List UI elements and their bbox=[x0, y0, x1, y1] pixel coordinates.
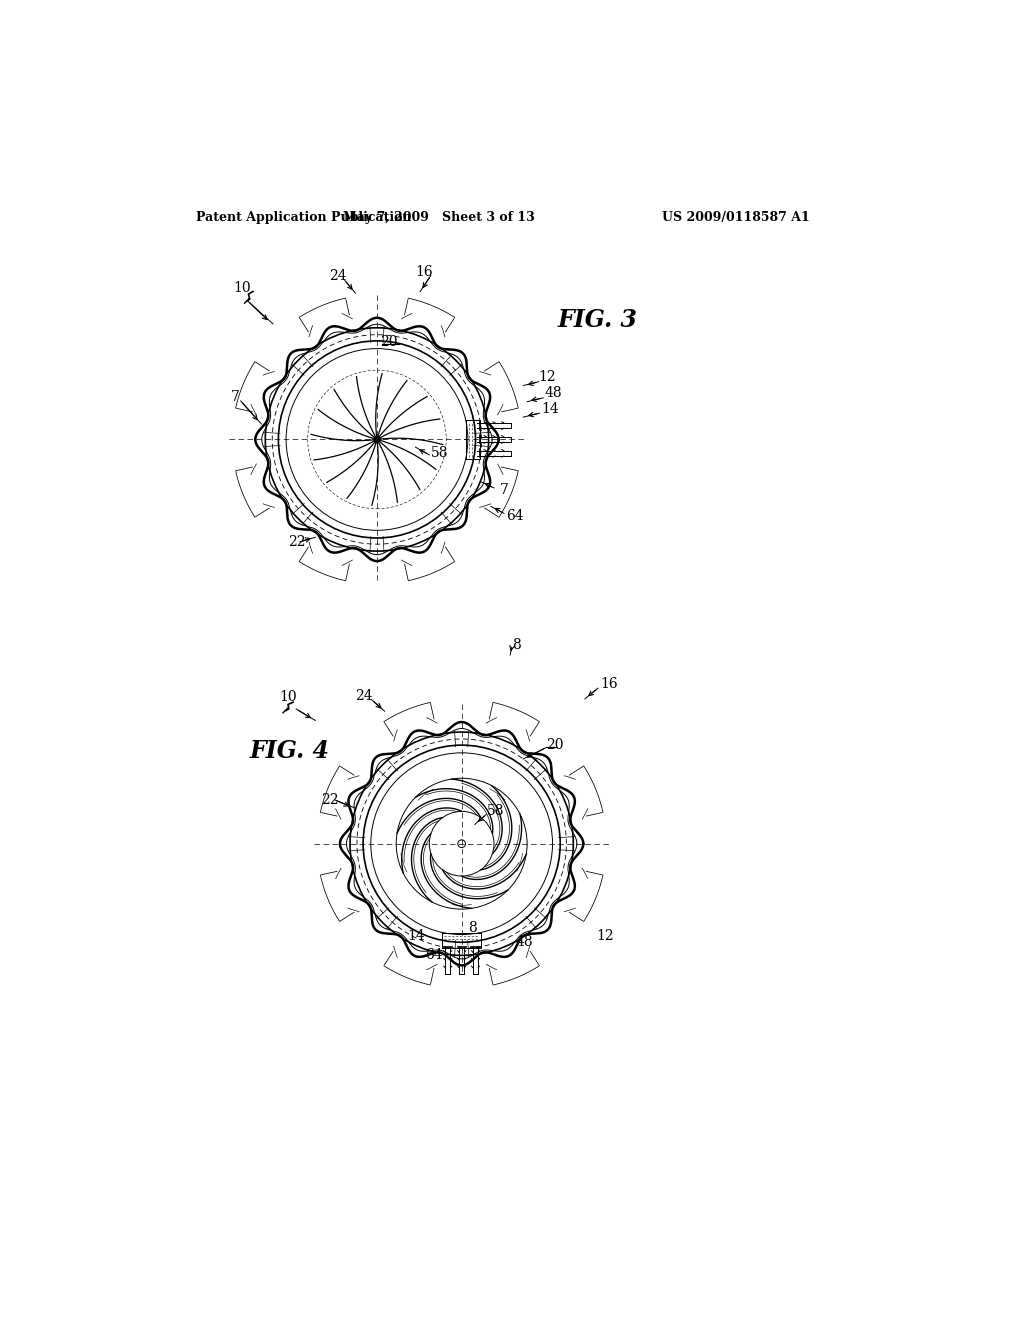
Circle shape bbox=[374, 437, 380, 442]
Text: 64: 64 bbox=[425, 948, 443, 962]
Text: 22: 22 bbox=[322, 793, 339, 807]
Text: 20: 20 bbox=[380, 335, 397, 348]
Text: 24: 24 bbox=[330, 269, 347, 284]
Text: May 7, 2009   Sheet 3 of 13: May 7, 2009 Sheet 3 of 13 bbox=[343, 211, 535, 224]
Text: 10: 10 bbox=[280, 690, 297, 705]
Text: 7: 7 bbox=[500, 483, 509, 496]
Text: 16: 16 bbox=[416, 264, 433, 279]
Text: 64: 64 bbox=[506, 510, 524, 524]
Text: 16: 16 bbox=[600, 677, 617, 690]
Text: 12: 12 bbox=[539, 370, 556, 384]
Text: 8: 8 bbox=[468, 921, 476, 936]
Text: 12: 12 bbox=[596, 929, 614, 942]
Text: 20: 20 bbox=[547, 738, 564, 752]
Text: 7: 7 bbox=[230, 391, 240, 404]
Text: Patent Application Publication: Patent Application Publication bbox=[196, 211, 412, 224]
Text: 8: 8 bbox=[512, 638, 521, 652]
Text: US 2009/0118587 A1: US 2009/0118587 A1 bbox=[662, 211, 810, 224]
Text: 22: 22 bbox=[289, 535, 306, 549]
Text: FIG. 4: FIG. 4 bbox=[250, 739, 330, 763]
Text: 58: 58 bbox=[487, 804, 505, 818]
Text: 58: 58 bbox=[431, 446, 449, 459]
Text: 48: 48 bbox=[545, 387, 562, 400]
Text: 14: 14 bbox=[408, 929, 426, 942]
Text: 10: 10 bbox=[233, 281, 251, 294]
Text: 14: 14 bbox=[541, 401, 559, 416]
Text: FIG. 3: FIG. 3 bbox=[558, 308, 638, 333]
Text: 48: 48 bbox=[515, 936, 534, 949]
Text: 24: 24 bbox=[355, 689, 373, 702]
